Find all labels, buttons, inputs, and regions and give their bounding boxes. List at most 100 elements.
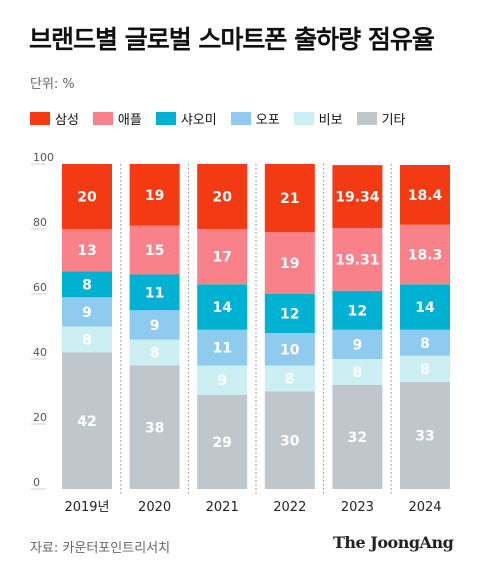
bar-segment bbox=[197, 394, 248, 489]
bar-segment bbox=[332, 290, 383, 330]
y-tick-label: 60 bbox=[33, 281, 47, 294]
bar-segment bbox=[197, 229, 248, 285]
legend-label-others: 기타 bbox=[381, 112, 406, 128]
chart-title: 브랜드별 글로벌 스마트폰 출하량 점유율 bbox=[29, 25, 435, 54]
bar-value-label: 12 bbox=[348, 303, 367, 319]
legend: 삼성 애플 샤오미 오포 비보 기타 bbox=[30, 109, 420, 128]
legend-label-apple: 애플 bbox=[117, 112, 142, 128]
bar-value-label: 9 bbox=[217, 373, 227, 389]
bar-segment bbox=[62, 352, 112, 489]
legend-item-xiaomi: 샤오미 bbox=[155, 109, 217, 128]
bar-segment bbox=[129, 225, 180, 275]
bar-segment bbox=[400, 284, 450, 330]
bar-segment bbox=[332, 385, 383, 489]
bar-segment bbox=[62, 297, 112, 327]
bar-value-label: 30 bbox=[280, 433, 300, 449]
legend-swatch-samsung bbox=[30, 111, 50, 125]
bar-segment bbox=[332, 359, 383, 385]
bar-segment bbox=[264, 294, 315, 333]
legend-item-samsung: 삼성 bbox=[30, 109, 79, 128]
bar-segment bbox=[197, 164, 248, 229]
bar-value-label: 21 bbox=[280, 191, 299, 207]
bar-segment bbox=[264, 391, 315, 489]
bar-segment bbox=[400, 381, 450, 489]
bar-value-label: 8 bbox=[150, 346, 160, 362]
bar-value-label: 8 bbox=[285, 372, 295, 388]
legend-swatch-vivo bbox=[293, 111, 314, 125]
legend-label-vivo: 비보 bbox=[318, 112, 343, 128]
bar-segment bbox=[62, 229, 112, 272]
legend-item-vivo: 비보 bbox=[293, 109, 343, 128]
bar-value-label: 20 bbox=[77, 190, 97, 206]
source-note: 자료: 카운터포인트리서치 bbox=[30, 541, 171, 556]
brand-logo: The JoongAng bbox=[333, 533, 454, 552]
bar-value-label: 29 bbox=[212, 435, 231, 451]
bar-value-label: 14 bbox=[212, 300, 232, 316]
legend-item-apple: 애플 bbox=[92, 109, 142, 128]
bar-value-label: 8 bbox=[82, 277, 92, 293]
bar-segment bbox=[129, 164, 180, 226]
x-category-label: 2023 bbox=[341, 500, 374, 515]
unit-label: 단위: % bbox=[30, 77, 75, 92]
bar-value-label: 42 bbox=[77, 414, 96, 430]
bar-segment bbox=[129, 365, 180, 489]
bar-value-label: 8 bbox=[82, 333, 92, 349]
bar-value-label: 11 bbox=[145, 285, 164, 301]
bar-segment bbox=[264, 333, 315, 366]
bar-value-label: 32 bbox=[348, 430, 367, 446]
bar-segment bbox=[264, 164, 315, 233]
legend-swatch-others bbox=[356, 111, 377, 125]
x-category-label: 2024 bbox=[408, 500, 441, 515]
bar-segment bbox=[62, 164, 112, 229]
bar-value-label: 11 bbox=[212, 341, 231, 357]
bar-value-label: 9 bbox=[82, 305, 92, 321]
bar-segment bbox=[400, 355, 450, 382]
bar-segment bbox=[400, 164, 450, 225]
legend-label-oppo: 오포 bbox=[255, 112, 280, 128]
bar-segment bbox=[129, 274, 180, 311]
bar-value-label: 38 bbox=[145, 420, 164, 436]
bar-value-label: 15 bbox=[145, 243, 164, 259]
legend-label-xiaomi: 샤오미 bbox=[180, 112, 217, 128]
y-tick-label: 20 bbox=[33, 411, 47, 424]
bar-value-label: 19 bbox=[280, 256, 299, 272]
bar-segment bbox=[332, 227, 383, 291]
bar-segment bbox=[197, 365, 248, 395]
bar-value-label: 17 bbox=[212, 250, 231, 266]
bar-segment bbox=[400, 224, 450, 285]
bar-value-label: 14 bbox=[415, 300, 435, 316]
bar-segment bbox=[332, 165, 383, 228]
bar-segment bbox=[197, 284, 248, 330]
bar-value-label: 9 bbox=[150, 318, 160, 334]
legend-label-samsung: 삼성 bbox=[55, 112, 79, 128]
bar-value-label: 9 bbox=[353, 337, 363, 353]
y-tick-label: 100 bbox=[33, 151, 54, 164]
bar-segment bbox=[400, 329, 450, 356]
bar-value-label: 20 bbox=[212, 190, 232, 206]
bar-segment bbox=[264, 365, 315, 392]
bar-segment bbox=[129, 339, 180, 366]
y-tick-label: 0 bbox=[33, 476, 40, 489]
legend-item-oppo: 오포 bbox=[230, 109, 280, 128]
bar-value-label: 8 bbox=[353, 365, 363, 381]
bar-value-label: 8 bbox=[420, 336, 430, 352]
legend-swatch-xiaomi bbox=[155, 111, 176, 125]
bar-value-label: 18.3 bbox=[408, 248, 443, 264]
bar-value-label: 19 bbox=[145, 188, 164, 204]
bar-segment bbox=[264, 232, 315, 294]
x-category-label: 2022 bbox=[273, 500, 306, 515]
y-tick-label: 80 bbox=[33, 216, 47, 229]
bar-segment bbox=[332, 329, 383, 359]
y-tick-label: 40 bbox=[33, 346, 47, 359]
bar-segment bbox=[197, 329, 248, 366]
x-category-label: 2021 bbox=[206, 500, 239, 515]
bar-value-label: 10 bbox=[280, 342, 300, 358]
bar-segment bbox=[62, 271, 112, 298]
x-category-label: 2019년 bbox=[64, 500, 109, 515]
bar-value-label: 8 bbox=[420, 362, 430, 378]
x-category-label: 2020 bbox=[138, 500, 171, 515]
legend-item-others: 기타 bbox=[356, 109, 406, 128]
bar-segment bbox=[62, 326, 112, 353]
bar-value-label: 12 bbox=[280, 307, 299, 323]
bar-value-label: 18.4 bbox=[408, 188, 443, 204]
